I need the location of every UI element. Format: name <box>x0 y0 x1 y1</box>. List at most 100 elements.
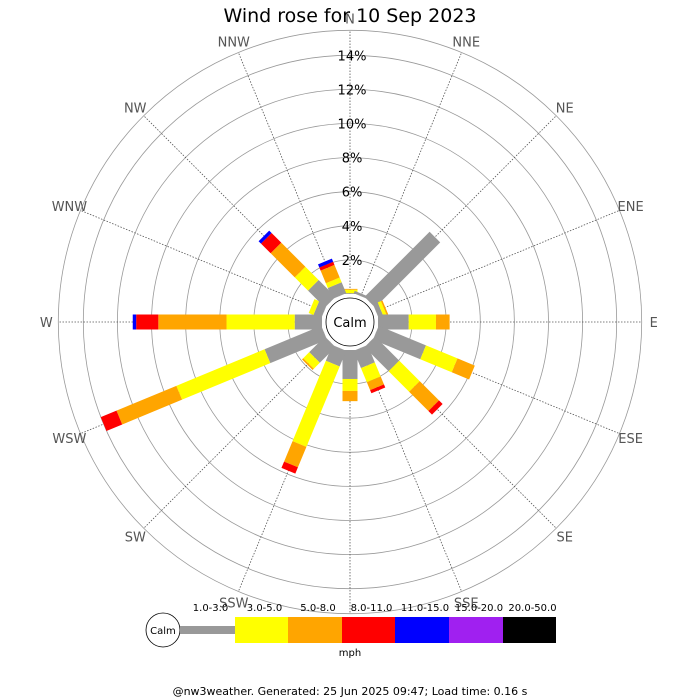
bar-ene-bin-3 <box>380 300 389 315</box>
legend-swatch-bin-3 <box>288 617 342 643</box>
bar-nnw-bin-1 <box>327 282 347 300</box>
bar-wsw-bin-1 <box>264 325 328 364</box>
bar-sse-bin-4 <box>370 384 386 394</box>
spoke-ene <box>375 210 620 312</box>
bar-nw-bin-2 <box>294 266 319 291</box>
bar-nnw-bin-3 <box>320 264 340 284</box>
bar-ene-bin-1 <box>372 302 384 319</box>
bar-ne-bin-1 <box>364 231 441 308</box>
grid-ring-outer <box>57 29 643 615</box>
direction-label-wnw: WNW <box>52 200 88 215</box>
bar-sse-bin-3 <box>366 376 384 391</box>
spoke-ssw <box>238 347 340 592</box>
direction-label-nnw: NNW <box>218 35 250 50</box>
legend-swatch-bin-6 <box>449 617 503 643</box>
calm-label: Calm <box>333 316 366 331</box>
footer-text: @nw3weather. Generated: 25 Jun 2025 09:4… <box>172 685 528 698</box>
grid-ring <box>82 54 618 590</box>
bar-ssw-bin-4 <box>281 461 298 474</box>
spoke-nnw <box>238 52 340 297</box>
spoke-sw <box>143 341 331 529</box>
legend-swatch-bin-2 <box>235 617 288 643</box>
bar-se-bin-1 <box>364 336 400 372</box>
bar-wsw-bin-2 <box>176 349 271 400</box>
direction-label-n: N <box>345 12 355 27</box>
direction-label-e: E <box>650 316 658 331</box>
bar-ssw-bin-2 <box>292 360 340 447</box>
bar-sw-bin-2 <box>303 352 320 369</box>
bar-sse-bin-2 <box>360 362 381 383</box>
radial-tick-label: 2% <box>342 254 363 269</box>
bar-s-bin-2 <box>342 378 358 391</box>
spoke-ne <box>369 115 557 303</box>
bar-se-bin-2 <box>388 360 420 392</box>
direction-label-wsw: WSW <box>52 432 86 447</box>
bar-w-bin-2 <box>226 314 295 330</box>
legend-label-bin-2: 3.0-5.0 <box>247 603 282 614</box>
legend-label-bin-7: 20.0-50.0 <box>508 603 556 614</box>
spoke-ese <box>375 332 620 434</box>
bar-ese-bin-3 <box>451 358 475 380</box>
legend-label-bin-1: 1.0-3.0 <box>193 603 228 614</box>
bar-wsw-bin-4 <box>100 410 123 431</box>
bar-s-bin-3 <box>342 390 358 402</box>
radial-tick-label: 12% <box>338 83 367 98</box>
bar-e-bin-1 <box>378 314 409 330</box>
bar-nnw-bin-4 <box>319 261 335 271</box>
bar-e-bin-2 <box>408 314 436 330</box>
bar-wsw-bin-3 <box>116 385 183 425</box>
direction-label-ssw: SSW <box>219 597 249 612</box>
legend-swatch-bin-5 <box>395 617 449 643</box>
direction-label-sse: SSE <box>454 597 479 612</box>
direction-label-ene: ENE <box>618 200 644 215</box>
bar-se-bin-4 <box>428 400 443 415</box>
bar-w-bin-4 <box>136 314 159 330</box>
bar-ssw-bin-3 <box>284 441 307 468</box>
direction-label-nw: NW <box>124 101 147 116</box>
bar-w-bin-5 <box>132 314 137 330</box>
legend-label-bin-6: 15.0-20.0 <box>455 603 503 614</box>
legend-calm-label: Calm <box>150 626 176 637</box>
bar-nw-bin-1 <box>308 280 336 308</box>
bar-e-bin-3 <box>435 314 450 330</box>
calm-circle <box>325 297 375 347</box>
spoke-nw <box>143 115 331 303</box>
bar-nw-bin-4 <box>261 233 282 254</box>
spoke-sse <box>360 347 462 592</box>
legend-swatch-bin-1 <box>180 626 235 634</box>
bar-sse-bin-1 <box>353 344 375 369</box>
bar-nw-bin-5 <box>258 230 272 244</box>
radial-tick-label: 6% <box>342 186 363 201</box>
direction-label-sw: SW <box>125 531 146 546</box>
bar-se-bin-3 <box>409 381 439 411</box>
bar-wnw-bin-2 <box>308 299 320 315</box>
spoke-nne <box>360 52 462 297</box>
bar-ene-bin-2 <box>377 301 387 317</box>
bar-sw-bin-3 <box>301 358 314 371</box>
bar-n-bin-3 <box>342 288 358 290</box>
bar-nnw-bin-2 <box>325 277 342 288</box>
bar-sw-bin-1 <box>309 336 336 363</box>
bar-ese-bin-1 <box>372 325 426 360</box>
bar-w-bin-1 <box>294 314 322 330</box>
spoke-wnw <box>80 210 325 312</box>
legend-unit-label: mph <box>338 648 362 659</box>
legend-label-bin-5: 11.0-15.0 <box>401 603 449 614</box>
direction-label-nne: NNE <box>452 35 480 50</box>
spoke-se <box>369 341 557 529</box>
bar-s-bin-1 <box>342 350 358 379</box>
direction-label-ne: NE <box>556 101 574 116</box>
bar-ese-bin-2 <box>420 345 458 373</box>
radial-tick-label: 8% <box>342 152 363 167</box>
chart-title: Wind rose for 10 Sep 2023 <box>223 5 477 27</box>
bar-n-bin-1 <box>342 293 358 294</box>
bar-nw-bin-3 <box>270 242 306 278</box>
legend-swatch-bin-7 <box>503 617 556 643</box>
bar-w-bin-3 <box>158 314 227 330</box>
radial-tick-label: 4% <box>342 220 363 235</box>
bar-n-bin-2 <box>342 289 358 294</box>
bar-nnw-bin-5 <box>318 258 334 268</box>
radial-tick-label: 14% <box>338 49 367 64</box>
direction-label-ese: ESE <box>618 432 643 447</box>
